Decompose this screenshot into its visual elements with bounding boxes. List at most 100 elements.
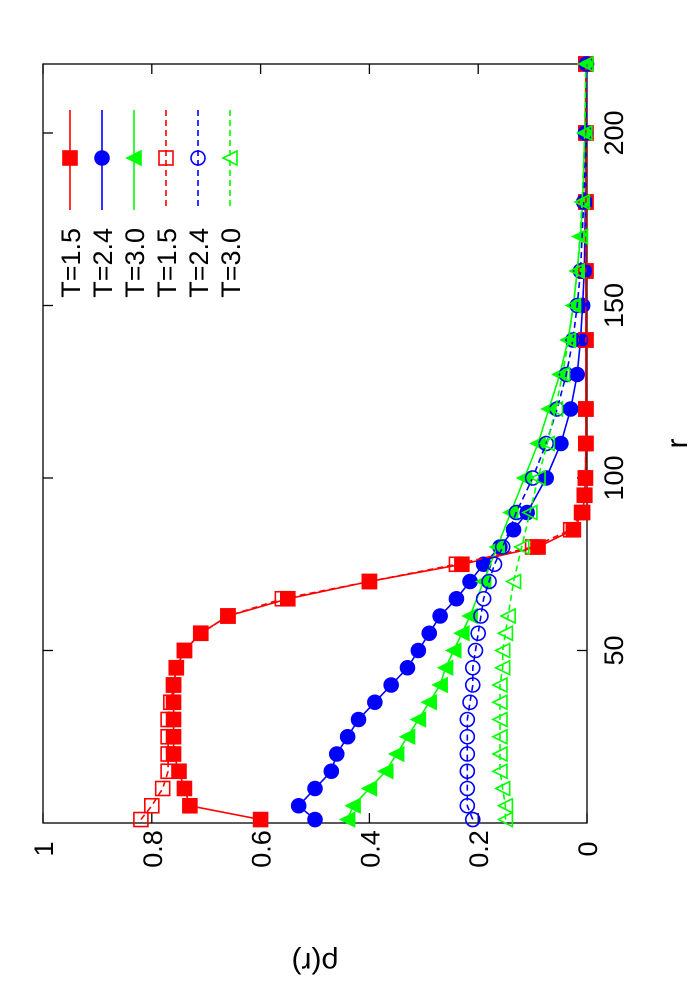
data-point — [154, 780, 171, 797]
data-point — [376, 762, 394, 780]
data-point — [323, 763, 340, 780]
data-point — [383, 677, 399, 693]
data-point — [496, 624, 514, 642]
data-point — [491, 711, 508, 728]
data-point — [512, 538, 530, 556]
data-point — [459, 728, 476, 745]
data-point — [546, 400, 564, 418]
legend-marker — [62, 150, 78, 166]
data-point — [290, 797, 307, 814]
data-point — [448, 556, 465, 573]
data-point — [493, 659, 511, 677]
data-point — [529, 435, 546, 452]
legend-label: T=3.0 — [120, 228, 150, 298]
x-axis-label: r — [661, 439, 694, 449]
data-point — [360, 780, 378, 797]
data-point — [421, 625, 438, 642]
legend-label: T=1.5 — [56, 228, 86, 298]
legend-entry: T=3.0 — [120, 110, 150, 298]
data-point — [577, 55, 594, 73]
y-tick-label: 0 — [573, 841, 603, 856]
x-tick-label: 150 — [599, 283, 629, 328]
data-point — [470, 625, 487, 642]
data-point — [432, 608, 448, 624]
series-4 — [133, 56, 594, 828]
data-point — [491, 728, 508, 746]
y-tick-label: 0.6 — [247, 830, 277, 868]
data-point — [133, 811, 149, 828]
x-tick-label: 50 — [599, 635, 629, 665]
legend-marker — [94, 150, 110, 166]
data-point — [176, 642, 193, 659]
data-point — [409, 711, 427, 728]
legend-label: T=2.4 — [184, 228, 214, 298]
x-tick-label: 200 — [599, 110, 629, 155]
data-point — [361, 573, 378, 590]
data-point — [578, 401, 594, 417]
data-point — [578, 332, 594, 348]
data-point — [538, 435, 556, 452]
legend-entry: T=2.4 — [184, 110, 214, 298]
data-point — [307, 811, 323, 828]
legend-label: T=3.0 — [216, 228, 246, 298]
y-tick-label: 0.2 — [464, 830, 494, 868]
data-point — [367, 694, 383, 711]
data-point — [459, 797, 476, 814]
data-point — [565, 332, 581, 348]
y-tick-label: 0.8 — [138, 830, 168, 868]
series-5 — [459, 56, 595, 828]
data-point — [559, 331, 577, 349]
data-point — [494, 539, 511, 555]
series-2 — [290, 56, 595, 828]
series-line — [346, 63, 587, 820]
data-point — [475, 590, 492, 607]
data-point — [491, 693, 508, 711]
data-point — [420, 693, 438, 711]
data-point — [496, 811, 514, 828]
series-6 — [491, 55, 594, 828]
data-point — [524, 470, 541, 486]
data-point — [252, 811, 269, 828]
data-point — [576, 124, 593, 142]
data-point — [464, 677, 481, 693]
data-point — [573, 193, 590, 211]
data-point — [569, 297, 586, 314]
data-point — [530, 539, 546, 555]
data-point — [521, 504, 538, 521]
series-line — [499, 63, 587, 820]
data-point — [160, 746, 176, 762]
data-point — [453, 624, 470, 642]
data-point — [473, 608, 489, 624]
data-point — [529, 469, 546, 487]
data-point — [462, 694, 478, 711]
data-point — [399, 659, 416, 676]
data-point — [573, 504, 590, 521]
data-point — [577, 470, 594, 486]
legend-marker — [190, 150, 206, 166]
data-point — [350, 711, 367, 728]
data-point — [192, 625, 209, 642]
data-point — [459, 763, 476, 780]
legend-label: T=1.5 — [152, 228, 182, 298]
data-point — [568, 262, 586, 280]
legend-label: T=2.4 — [88, 228, 118, 298]
data-point — [493, 642, 511, 659]
data-point — [491, 762, 508, 780]
data-point — [578, 435, 594, 452]
y-axis-label: ρ(r) — [291, 946, 338, 979]
data-point — [558, 366, 575, 383]
data-point — [553, 435, 569, 452]
data-point — [486, 556, 503, 573]
data-point — [387, 745, 405, 763]
data-point — [448, 590, 465, 607]
data-point — [307, 780, 323, 797]
data-point — [524, 539, 541, 555]
series-line — [172, 64, 587, 821]
legend-entry: T=2.4 — [88, 110, 118, 298]
data-point — [144, 797, 160, 814]
data-point — [171, 763, 187, 780]
data-point — [176, 642, 193, 659]
data-point — [459, 746, 476, 762]
series-line — [466, 63, 588, 820]
